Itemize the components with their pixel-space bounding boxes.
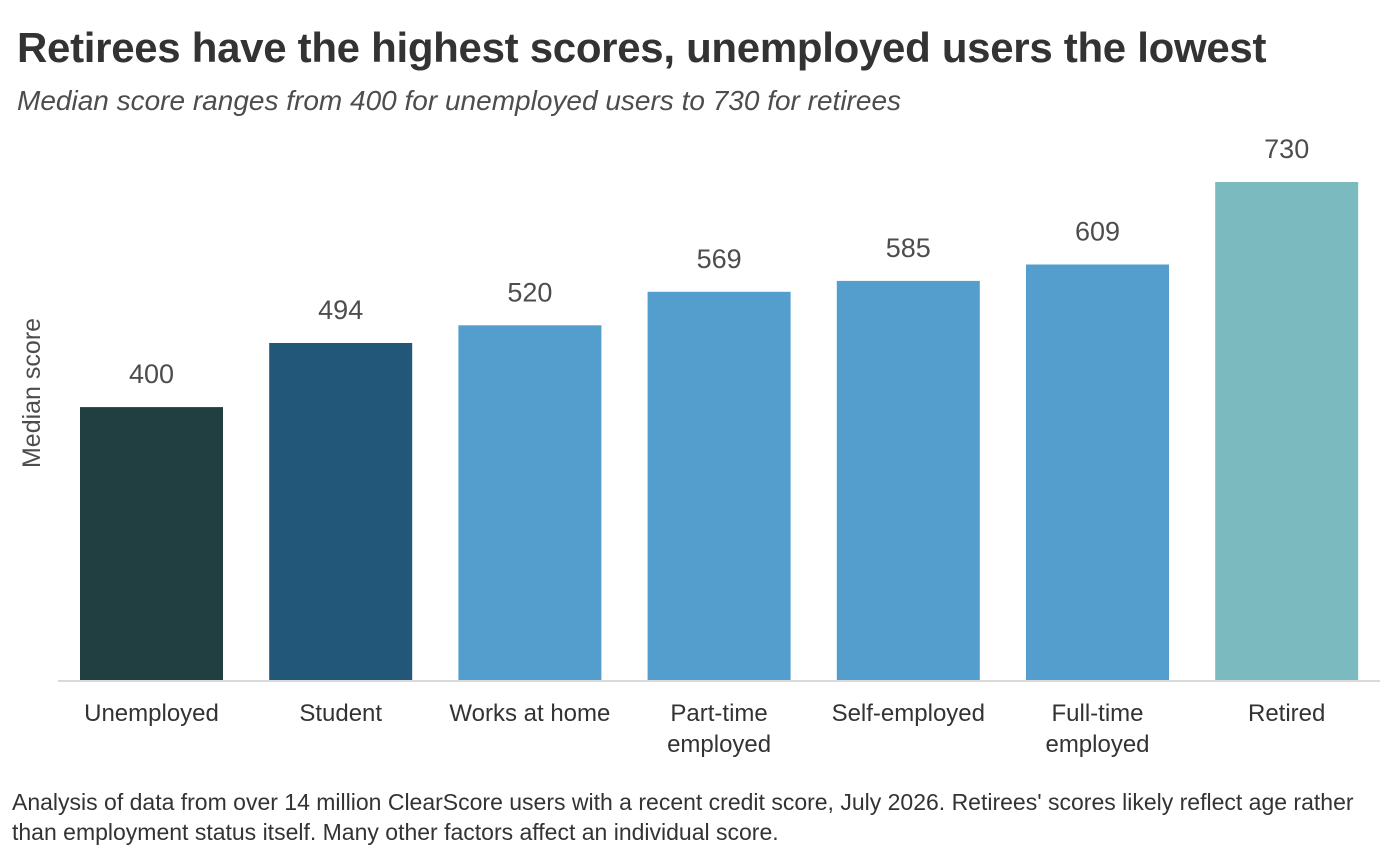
- bar-value-label-5: 609: [1075, 217, 1120, 247]
- bar-value-label-6: 730: [1264, 134, 1309, 164]
- category-label-4: Self-employed: [832, 700, 985, 727]
- bar-1: [269, 343, 413, 680]
- bar-value-label-2: 520: [507, 277, 552, 307]
- bar-5: [1026, 264, 1169, 680]
- footnote: Analysis of data from over 14 million Cl…: [12, 789, 1354, 845]
- category-label-2: Works at home: [449, 700, 610, 727]
- bar-4: [836, 280, 980, 680]
- bars-group: [80, 182, 1359, 680]
- chart-title: Retirees have the highest scores, unempl…: [17, 24, 1267, 71]
- category-labels-group: Unemployed Student Works at home Part-time e…: [84, 700, 1325, 758]
- value-labels-group: 400 494 520 569 585 609 730: [129, 134, 1309, 389]
- bar-value-label-3: 569: [697, 244, 742, 274]
- category-label-0: Unemployed: [84, 700, 219, 727]
- bar-2: [458, 325, 602, 680]
- category-label-3: Part-time employed: [667, 700, 771, 758]
- bar-0: [80, 407, 223, 680]
- category-label-5: Full-time employed: [1045, 700, 1149, 758]
- bar-value-label-4: 585: [886, 233, 931, 263]
- y-axis-title: Median score: [18, 318, 46, 468]
- bar-value-label-0: 400: [129, 359, 174, 389]
- category-label-6: Retired: [1248, 700, 1325, 727]
- chart-subtitle: Median score ranges from 400 for unemplo…: [17, 85, 902, 116]
- bar-6: [1215, 182, 1359, 680]
- category-label-1: Student: [299, 700, 382, 727]
- bar-value-label-1: 494: [318, 295, 363, 325]
- bar-chart: 400 494 520 569 585 609 730 Unemployed Student W…: [18, 134, 1380, 758]
- bar-3: [647, 291, 791, 680]
